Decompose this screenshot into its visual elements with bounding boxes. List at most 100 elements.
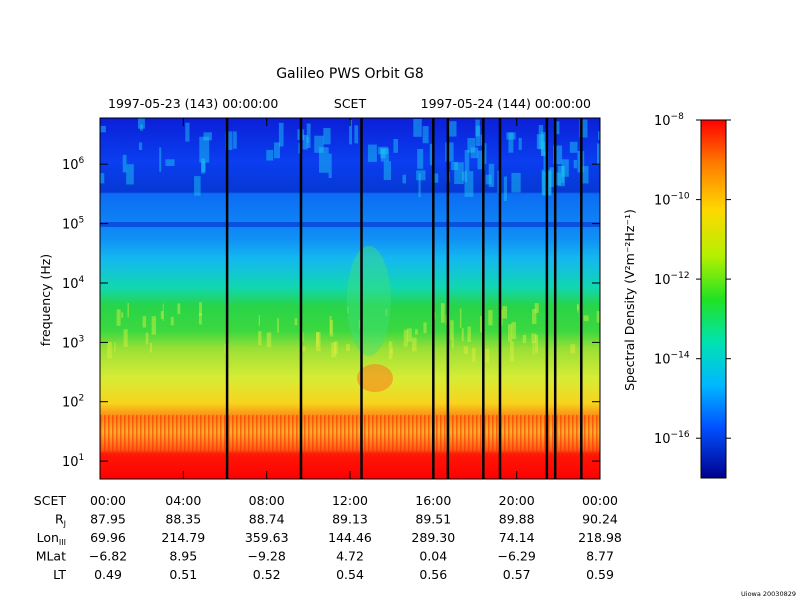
ephemeris-cell: 359.63 [245,530,289,545]
y-axis-label: frequency (Hz) [38,254,53,346]
texture-mid-streak [347,306,349,314]
texture-upper-streak [503,176,507,201]
footer-stamp: Uiowa 20030829 [741,590,796,598]
texture-upper-streak [100,173,105,184]
ephemeris-row-label: LonIII [37,530,66,547]
texture-upper-streak [203,132,212,141]
colorbar-tick-label: 10−10 [654,192,690,209]
ephemeris-cell: 20:00 [499,493,535,508]
texture-mid-streak [501,309,503,326]
texture-upper-streak [432,173,439,183]
y-axis-ticks: 101 102 103 104 105 106 [62,156,600,470]
ephemeris-row-label: SCET [34,493,67,508]
texture-upper-streak [402,174,406,184]
ephemeris-cell: 00:00 [582,493,618,508]
texture-mid-streak [570,344,576,354]
texture-upper-streak [194,176,201,196]
ephemeris-cell: 0.56 [419,567,447,582]
ephemeris-cell: −6.82 [89,549,127,564]
texture-upper-streak [598,131,600,141]
texture-mid-streak [415,329,418,335]
texture-upper-streak [557,166,565,187]
texture-mid-streak [123,329,128,347]
texture-upper-streak [561,159,569,177]
texture-upper-streak [508,132,514,153]
texture-mid-streak [177,303,181,315]
texture-upper-streak [581,166,589,184]
texture-plume [346,245,391,356]
top-center-label: SCET [334,96,367,111]
texture-mid-streak [522,334,527,344]
texture-mid-streak [508,324,513,342]
ephemeris-cell: 88.74 [249,512,285,527]
texture-upper-streak [314,135,324,153]
ephemeris-cell: −9.28 [248,549,286,564]
ephemeris-row-label: MLat [36,549,66,564]
ephemeris-cell: 8.95 [169,549,197,564]
ephemeris-cell: 0.52 [253,567,281,582]
texture-mid-streak [116,309,121,326]
texture-mid-streak [142,316,147,328]
texture-warm-patch [357,364,393,393]
texture-mid-streak [583,315,589,321]
upper-band-separator [100,222,600,227]
texture-mid-streak [149,342,152,353]
texture-mid-streak [385,308,388,316]
texture-upper-streak [553,145,563,165]
texture-mid-streak [502,306,507,319]
texture-mid-streak [423,322,427,334]
ephemeris-cell: 87.95 [90,512,126,527]
texture-upper-streak [454,162,464,184]
ephemeris-cell: 00:00 [90,493,126,508]
ephemeris-cell: 89.13 [332,512,368,527]
texture-upper-streak [383,161,391,180]
texture-upper-streak [138,118,145,129]
texture-upper-streak [302,135,308,150]
top-end-label: 1997-05-24 (144) 00:00:00 [421,96,591,111]
texture-upper-streak [597,143,600,165]
texture-mid-streak [532,309,537,324]
texture-upper-streak [233,131,237,149]
texture-upper-streak [185,122,190,142]
texture-mid-streak [459,308,462,328]
texture-upper-streak [201,158,205,174]
texture-mid-streak [258,315,260,326]
texture-mid-streak [199,313,202,325]
texture-upper-streak [477,150,485,170]
ephemeris-cell: 0.54 [336,567,364,582]
colorbar-tick-label: 10−14 [654,351,690,368]
low-frequency-striations [100,415,600,455]
texture-upper-streak [488,163,495,187]
texture-mid-streak [107,342,112,359]
ephemeris-cell: 0.57 [503,567,531,582]
texture-mid-streak [329,315,332,334]
texture-upper-streak [413,119,422,137]
ephemeris-cell: 214.79 [161,530,205,545]
colorbar-tick-label: 10−8 [654,112,684,129]
texture-mid-streak [440,303,445,323]
texture-upper-streak [451,162,458,170]
x-axis-ticks [99,118,601,479]
y-tick-label: 106 [62,156,85,173]
texture-upper-streak [199,136,210,163]
texture-mid-streak [467,326,471,342]
texture-mid-streak [511,322,516,339]
texture-mid-streak [266,332,272,348]
texture-upper-streak [306,123,311,148]
ephemeris-cell: 90.24 [582,512,618,527]
texture-upper-streak [506,132,516,140]
ephemeris-cell: 12:00 [332,493,368,508]
ephemeris-cell: −6.29 [498,549,536,564]
texture-mid-streak [170,317,174,326]
texture-mid-streak [258,330,262,346]
texture-upper-streak [475,125,481,146]
texture-upper-streak [418,173,421,198]
texture-upper-streak [429,143,433,166]
texture-upper-streak [367,144,377,162]
texture-mid-streak [535,334,538,353]
texture-mid-streak [388,341,393,360]
texture-mid-streak [488,310,493,326]
texture-mid-streak [472,347,476,363]
ephemeris-cell: 218.98 [578,530,622,545]
